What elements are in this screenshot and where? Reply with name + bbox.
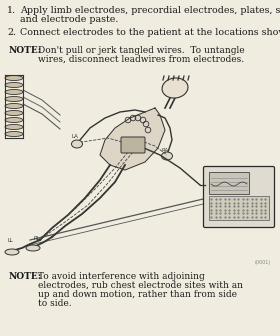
- Text: to side.: to side.: [38, 299, 72, 308]
- Ellipse shape: [5, 83, 23, 87]
- Text: Apply limb electrodes, precordial electrodes, plates, suction bulbs,: Apply limb electrodes, precordial electr…: [20, 6, 280, 15]
- Ellipse shape: [26, 245, 40, 251]
- Ellipse shape: [162, 78, 188, 98]
- Text: RL: RL: [34, 236, 41, 241]
- Text: Connect electrodes to the patient at the locations shown.: Connect electrodes to the patient at the…: [20, 28, 280, 37]
- Text: RA: RA: [162, 148, 169, 153]
- FancyBboxPatch shape: [121, 137, 145, 153]
- Text: LL: LL: [8, 238, 14, 243]
- Text: and electrode paste.: and electrode paste.: [20, 15, 118, 24]
- Ellipse shape: [5, 96, 23, 101]
- Ellipse shape: [5, 89, 23, 94]
- Text: Don't pull or jerk tangled wires.  To untangle: Don't pull or jerk tangled wires. To unt…: [38, 46, 245, 55]
- Ellipse shape: [5, 118, 23, 123]
- Ellipse shape: [5, 76, 23, 81]
- Ellipse shape: [5, 103, 23, 109]
- Ellipse shape: [5, 249, 19, 255]
- Text: up and down motion, rather than from side: up and down motion, rather than from sid…: [38, 290, 237, 299]
- Text: LA: LA: [72, 134, 79, 139]
- Text: (0001): (0001): [255, 260, 271, 265]
- Polygon shape: [100, 108, 165, 170]
- Text: NOTE:: NOTE:: [9, 272, 42, 281]
- Ellipse shape: [5, 131, 23, 136]
- Ellipse shape: [5, 125, 23, 129]
- Text: electrodes, rub chest electrode sites with an: electrodes, rub chest electrode sites wi…: [38, 281, 243, 290]
- Text: NOTE:: NOTE:: [9, 46, 42, 55]
- Ellipse shape: [5, 111, 23, 116]
- Text: To avoid interference with adjoining: To avoid interference with adjoining: [38, 272, 205, 281]
- Ellipse shape: [162, 152, 172, 160]
- Ellipse shape: [71, 140, 83, 148]
- Bar: [209, 172, 249, 194]
- Text: 1.: 1.: [7, 6, 16, 15]
- Text: 2.: 2.: [7, 28, 16, 37]
- FancyBboxPatch shape: [204, 167, 274, 227]
- Bar: [209, 196, 269, 220]
- Text: wires, disconnect leadwires from electrodes.: wires, disconnect leadwires from electro…: [38, 55, 244, 64]
